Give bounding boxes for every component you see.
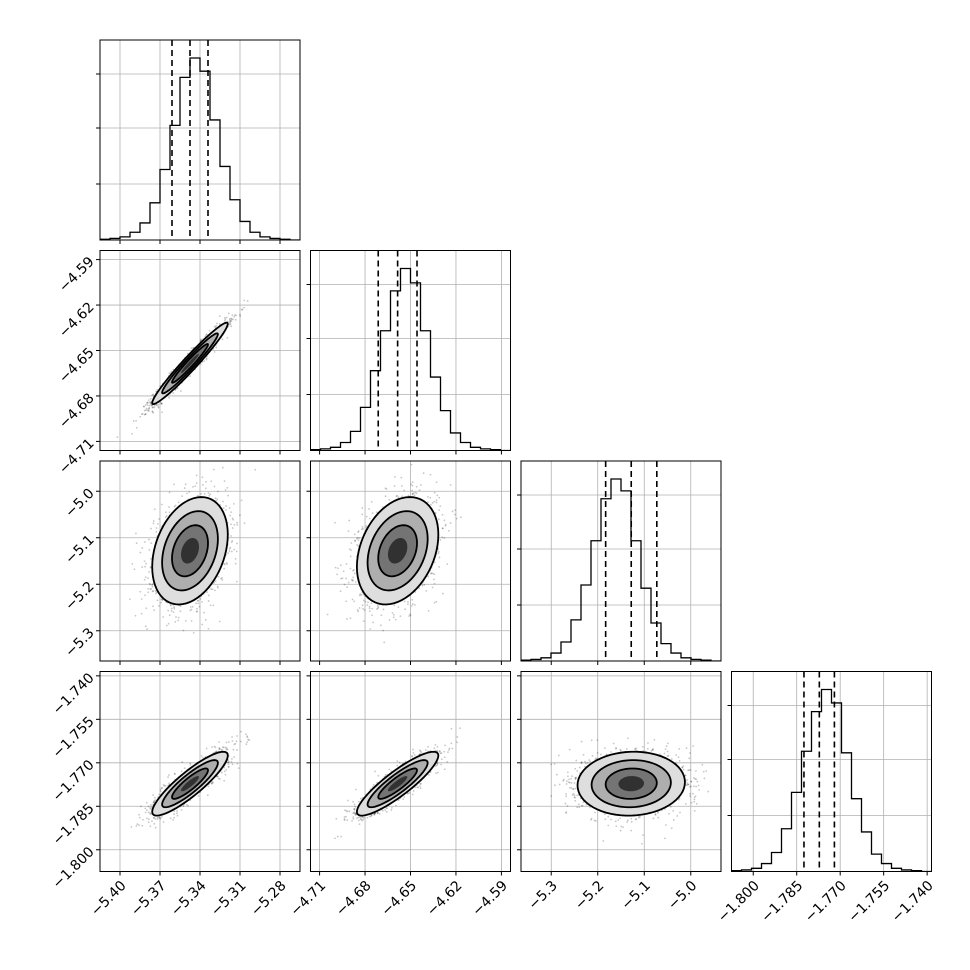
- scatter-panel-3-0: [100, 671, 300, 872]
- x-tick-label: −5.0: [665, 878, 700, 913]
- contour-level-1: [590, 759, 672, 809]
- panel-frame-2-2: [520, 460, 722, 662]
- x-tick-label: −1.800: [715, 878, 763, 926]
- contour-level-0: [355, 496, 440, 606]
- histogram-step-0: [100, 57, 300, 240]
- contour-level-1: [161, 332, 219, 395]
- x-tick-label: −1.785: [758, 878, 806, 926]
- y-tick-label: −4.65: [56, 345, 98, 387]
- scatter-panel-1-0: [100, 250, 300, 451]
- contour-level-0: [151, 321, 229, 405]
- histogram-panel-0: [100, 40, 300, 240]
- x-tick-label: −4.71: [288, 878, 330, 920]
- y-tick-label: −1.755: [50, 714, 98, 762]
- density-fill-4: [181, 537, 199, 564]
- contour-level-2: [604, 767, 658, 800]
- density-fill-4: [618, 776, 645, 792]
- y-tick-label: −1.785: [50, 801, 98, 849]
- density-fill-4: [387, 537, 408, 564]
- contour-level-1: [161, 510, 219, 592]
- x-tick-label: −5.40: [88, 878, 130, 920]
- x-tick-label: −5.2: [572, 878, 607, 913]
- y-tick-label: −1.770: [50, 757, 98, 805]
- density-fill-4: [181, 353, 199, 374]
- x-tick-label: −5.1: [619, 878, 654, 913]
- contour-level-2: [377, 767, 418, 800]
- y-tick-label: −4.62: [56, 299, 98, 341]
- scatter-panel-3-2: [521, 671, 721, 872]
- histogram-panel-1: [310, 250, 511, 451]
- contour-level-2: [171, 767, 209, 800]
- y-tick-label: −5.2: [62, 579, 97, 614]
- x-tick-label: −5.3: [525, 878, 560, 913]
- contour-level-0: [151, 750, 229, 817]
- contour-level-1: [366, 510, 429, 592]
- scatter-panel-3-1: [310, 671, 511, 872]
- y-tick-label: −4.68: [56, 390, 98, 432]
- histogram-panel-3: [731, 671, 932, 872]
- y-tick-label: −4.59: [56, 254, 98, 296]
- x-tick-label: −1.740: [889, 878, 937, 926]
- x-tick-label: −4.62: [424, 878, 466, 920]
- y-tick-label: −5.3: [62, 625, 97, 660]
- contour-level-2: [171, 524, 209, 578]
- x-tick-label: −5.37: [128, 878, 170, 920]
- scatter-panel-2-1: [310, 461, 511, 661]
- x-tick-label: −1.770: [802, 878, 850, 926]
- contour-level-1: [161, 759, 219, 809]
- contour-level-0: [151, 496, 229, 606]
- y-tick-label: −4.71: [56, 436, 98, 478]
- x-tick-label: −5.31: [208, 878, 250, 920]
- histogram-step-1: [310, 267, 511, 451]
- histogram-step-3: [731, 688, 932, 872]
- x-tick-label: −5.34: [168, 878, 210, 920]
- scatter-panel-2-0: [100, 461, 300, 661]
- x-tick-label: −4.65: [378, 878, 420, 920]
- histogram-step-2: [521, 478, 721, 661]
- y-tick-label: −1.740: [50, 670, 98, 718]
- x-tick-label: −4.59: [469, 878, 511, 920]
- contour-level-1: [366, 759, 429, 809]
- y-tick-label: −5.1: [62, 532, 97, 567]
- density-fill-4: [387, 776, 408, 792]
- x-tick-label: −5.28: [248, 878, 290, 920]
- y-tick-label: −5.0: [62, 486, 97, 521]
- contour-level-0: [576, 750, 686, 817]
- histogram-panel-2: [521, 461, 721, 661]
- contour-level-0: [355, 750, 440, 817]
- contour-level-2: [171, 343, 209, 384]
- density-fill-4: [181, 776, 199, 792]
- y-tick-label: −1.800: [50, 844, 98, 892]
- contour-level-2: [377, 524, 418, 578]
- x-tick-label: −4.68: [333, 878, 375, 920]
- x-tick-label: −1.755: [845, 878, 893, 926]
- panel-frame-3-3: [731, 671, 932, 872]
- panel-frame-3-2: [520, 671, 722, 872]
